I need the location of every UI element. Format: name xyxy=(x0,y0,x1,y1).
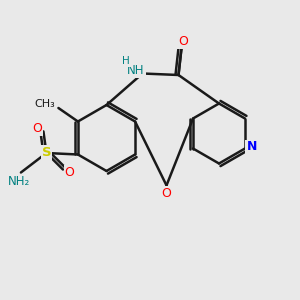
Text: O: O xyxy=(32,122,42,135)
Text: NH: NH xyxy=(127,64,145,77)
Text: O: O xyxy=(161,187,171,200)
Text: CH₃: CH₃ xyxy=(34,99,55,110)
Text: O: O xyxy=(178,35,188,48)
Text: N: N xyxy=(246,140,257,154)
Text: H: H xyxy=(122,56,130,66)
Text: O: O xyxy=(64,166,74,179)
Text: S: S xyxy=(42,146,51,160)
Text: NH₂: NH₂ xyxy=(8,175,30,188)
